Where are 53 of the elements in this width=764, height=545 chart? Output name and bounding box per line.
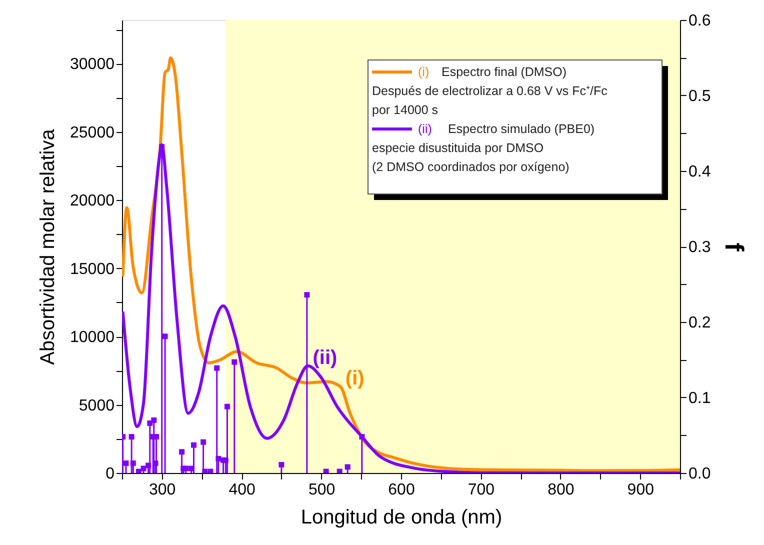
y2-tick-label: 0.0 [688,466,711,482]
point [136,468,142,473]
point [130,460,136,466]
point [214,365,220,371]
y2-tick-label: 0.1 [688,390,711,407]
x-tick-label: 400 [228,482,256,498]
y-tick-label: 30000 [70,56,115,74]
x-tick-label: 600 [388,482,415,498]
y-tick-label: 20000 [70,192,115,210]
point [216,456,222,462]
point [140,466,146,472]
y2-tick-label: 0.5 [688,88,711,105]
point [128,434,134,440]
x-tick-label: 700 [468,482,495,498]
y-axis-title: Absortividad molar relativa [37,128,60,365]
point [191,442,196,448]
point [208,468,214,473]
y-tick-label: 5000 [78,397,115,414]
point [304,292,310,298]
point [200,439,206,445]
y2-axis-title: f [720,242,750,252]
x-tick-label: 500 [308,482,336,498]
legend-label: (i) Espectro final (DMSO) Después de electrolizar a 0.68 V vs Fc⁺/Fc por 14000 s [372,65,608,117]
y2-tick-label: 0.6 [688,12,711,30]
point [336,468,342,473]
point [162,334,168,340]
point [222,457,228,463]
x-axis-title: Longitud de onda (nm) [300,506,502,528]
text: (ii) Espectro simulado (PBE0) especie disustituida por DMSO (2 DMSO coordinados por oxígeno) [372,122,595,174]
point [179,449,185,455]
y-tick-label: 0 [106,466,115,482]
point [278,462,284,468]
point [224,404,230,410]
y-tick-label: 15000 [70,260,115,278]
y-tick-label: 10000 [70,329,115,346]
point [123,460,129,466]
point [151,417,157,423]
x-tick-label: 300 [149,482,176,498]
x-tick-label: 800 [548,482,574,498]
point [323,468,329,473]
annotation: (i) [345,368,364,390]
annotation: (ii) [312,346,338,369]
y2-tick-label: 0.2 [688,314,711,332]
y2-tick-label: 0.4 [688,164,711,180]
y-tick-label: 25000 [70,124,115,142]
point [232,359,238,365]
x-tick-label: 900 [627,482,654,498]
y2-tick-label: 0.3 [688,239,711,256]
point [159,144,165,150]
point [146,462,152,468]
point [344,464,350,470]
point [359,434,365,440]
point [202,468,208,473]
